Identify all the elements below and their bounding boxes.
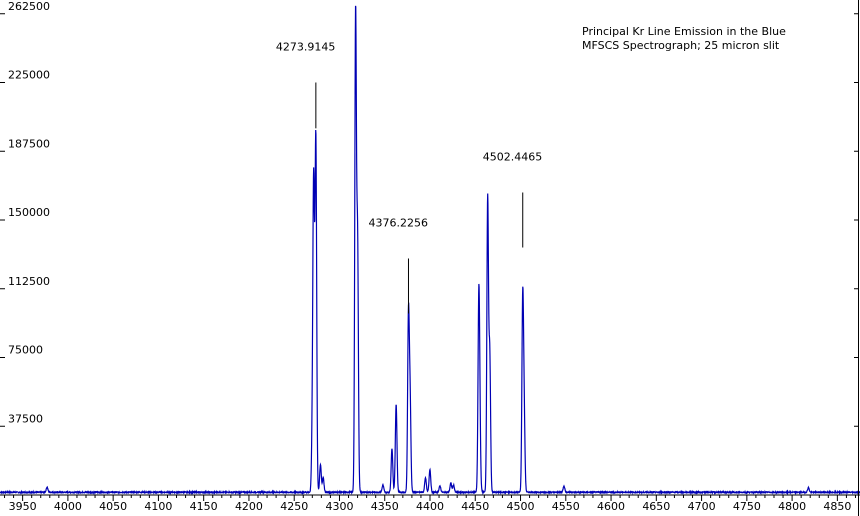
x-tick-label: 4150 [190,500,218,513]
y-tick-label: 150000 [8,206,50,219]
peak-annotations: 4273.9145 4376.2256 4502.4465 [276,41,542,314]
x-tick-label: 4050 [99,500,127,513]
chart-title-line-2: MFSCS Spectrograph; 25 micron slit [582,39,780,52]
spectrum-series-line [0,5,860,496]
annotation-label: 4376.2256 [368,217,428,230]
x-tick-label: 4600 [597,500,625,513]
x-tick-label: 4250 [280,500,308,513]
annotation-label: 4273.9145 [276,41,336,54]
x-tick-label: 4700 [688,500,716,513]
x-tick-label: 4200 [235,500,263,513]
y-tick-label: 225000 [8,69,50,82]
x-axis: 3950 4000 4050 4100 4150 4200 4250 4300 4350 4400… [4,495,856,513]
y-tick-label: 37500 [8,412,43,425]
annotation-label: 4502.4465 [483,151,543,164]
x-tick-label: 4000 [54,500,82,513]
y-tick-label: 262500 [8,0,50,13]
x-tick-label: 4450 [461,500,489,513]
x-tick-label: 4300 [325,500,353,513]
y-tick-label: 112500 [8,275,50,288]
x-tick-label: 4400 [416,500,444,513]
chart-title-line-1: Principal Kr Line Emission in the Blue [582,25,786,38]
y-tick-label: 187500 [8,137,50,150]
x-tick-label: 4550 [552,500,580,513]
x-tick-label: 4800 [778,500,806,513]
x-tick-label: 4500 [507,500,535,513]
x-tick-label: 4650 [642,500,670,513]
x-tick-label: 4750 [733,500,761,513]
x-tick-label: 3950 [9,500,37,513]
x-tick-label: 4100 [144,500,172,513]
x-tick-label: 4850 [823,500,851,513]
y-tick-label: 75000 [8,344,43,357]
x-tick-label: 4350 [371,500,399,513]
y-axis: 37500 75000 112500 150000 187500 225000 262500 [0,0,859,427]
